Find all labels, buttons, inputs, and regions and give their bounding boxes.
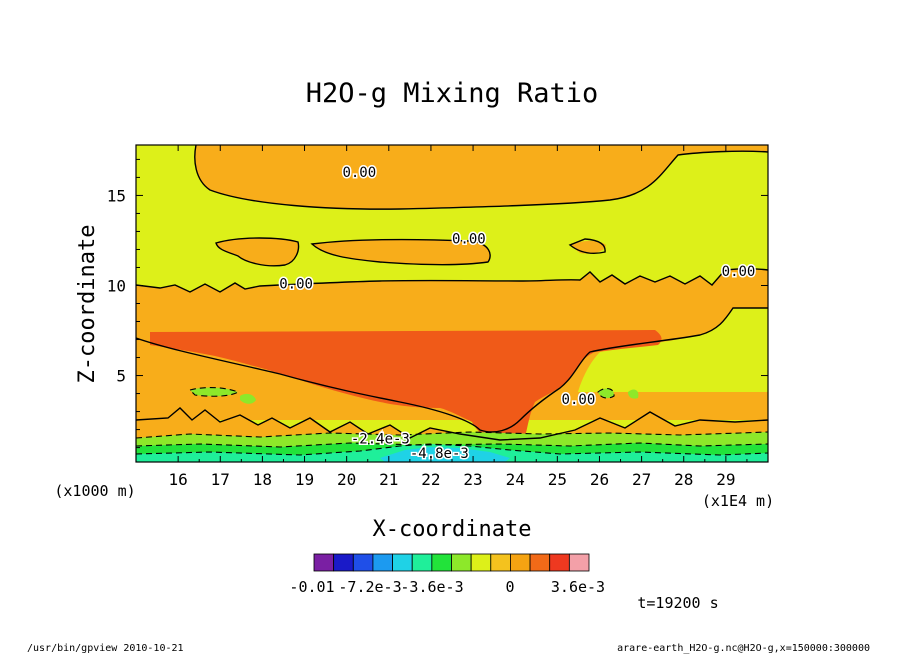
y-tick-label: 5 xyxy=(116,367,126,386)
contour-label: 0.00 xyxy=(562,392,596,408)
y-axis-ticks: 5 10 15 xyxy=(107,158,768,449)
x-tick-label: 28 xyxy=(674,470,693,489)
footer-left: /usr/bin/gpview 2010-10-21 xyxy=(27,643,184,654)
contour-label: -4.8e-3 xyxy=(410,446,469,462)
contour-label: 0.00 xyxy=(342,165,376,181)
colorbar-swatch xyxy=(490,553,511,572)
x-tick-label: 16 xyxy=(169,470,188,489)
negative-patch-a xyxy=(190,387,238,397)
colorbar-swatch xyxy=(529,553,551,572)
x-tick-label: 25 xyxy=(548,470,567,489)
positive-region-top xyxy=(194,145,768,210)
x-axis-ticks: 16 17 18 19 20 21 22 23 24 25 26 27 28 29 xyxy=(169,145,748,489)
colorbar-label: -3.6e-3 xyxy=(400,578,463,596)
colorbar-label: -0.01 xyxy=(289,578,334,596)
x-tick-label: 24 xyxy=(506,470,525,489)
x-tick-label: 18 xyxy=(253,470,272,489)
x-tick-label: 17 xyxy=(211,470,230,489)
positive-island-b xyxy=(312,239,491,265)
negative-patch-d xyxy=(628,389,639,399)
colorbar-swatch xyxy=(352,553,374,572)
colorbar-label: 3.6e-3 xyxy=(551,578,605,596)
chart-title: H2O-g Mixing Ratio xyxy=(306,78,599,109)
x-tick-label: 27 xyxy=(632,470,651,489)
contour-label: -2.4e-3 xyxy=(351,432,410,448)
y-unit-label: (x1000 m) xyxy=(54,482,135,500)
y-tick-label: 15 xyxy=(107,186,126,205)
positive-lower xyxy=(136,408,768,440)
colorbar-swatch xyxy=(510,553,531,572)
colorbar-swatch xyxy=(451,553,472,572)
x-tick-label: 19 xyxy=(295,470,314,489)
colorbar-swatch xyxy=(568,553,590,572)
x-tick-label: 21 xyxy=(379,470,398,489)
y-axis-label: Z-coordinate xyxy=(75,225,100,384)
x-tick-label: 20 xyxy=(337,470,356,489)
x-tick-label: 22 xyxy=(421,470,440,489)
footer-right: arare-earth_H2O-g.nc@H2O-g,x=150000:3000… xyxy=(617,643,870,654)
contour-label: 0.00 xyxy=(722,264,756,280)
colorbar-swatch xyxy=(313,553,335,572)
contour-label: 0.00 xyxy=(452,232,486,248)
colorbar-swatch xyxy=(411,553,433,572)
contour-field: 0.00 0.00 0.00 0.00 0.00 -2.4e-3-4.8e-3 xyxy=(136,145,768,462)
negative-contour-lines xyxy=(136,387,768,456)
x-tick-label: 26 xyxy=(590,470,609,489)
y-tick-label: 10 xyxy=(107,276,126,295)
positive-island-a xyxy=(216,238,299,266)
colorbar-swatch xyxy=(470,553,492,572)
x-tick-label: 23 xyxy=(463,470,482,489)
negative-core xyxy=(380,447,510,462)
colorbar-labels: -0.01 -7.2e-3-3.6e-3 0 3.6e-3 xyxy=(289,578,605,596)
negative-patch-b xyxy=(240,393,256,404)
x-tick-label: 29 xyxy=(716,470,735,489)
colorbar-swatch xyxy=(372,553,393,572)
x-axis-label: X-coordinate xyxy=(373,517,532,542)
time-label: t=19200 s xyxy=(637,594,718,612)
negative-patch-c xyxy=(598,388,615,399)
colorbar-swatch xyxy=(333,553,354,572)
colorbar-swatch xyxy=(549,553,570,572)
colorbar-swatch xyxy=(392,553,413,572)
contour-lines xyxy=(136,145,768,441)
contour-labels: 0.00 0.00 0.00 0.00 0.00 -2.4e-3-4.8e-3 xyxy=(278,164,757,462)
contour-label: 0.00 xyxy=(279,277,313,293)
colorbar-label: 0 xyxy=(505,578,514,596)
colorbar xyxy=(313,553,590,572)
colorbar-label: -7.2e-3 xyxy=(338,578,401,596)
positive-core xyxy=(150,330,662,442)
x-unit-label: (x1E4 m) xyxy=(702,492,774,510)
colorbar-swatch xyxy=(431,553,452,572)
